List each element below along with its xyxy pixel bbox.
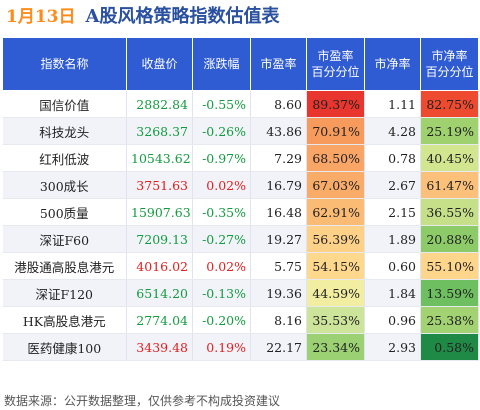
title-date: 1月13日 <box>6 7 76 27</box>
pb-cell: 0.78 <box>364 144 421 172</box>
change-cell: -0.26% <box>192 117 251 145</box>
header-index-name[interactable]: 指数名称 <box>2 37 127 91</box>
table-header-row: 指数名称 收盘价 涨跌幅 市盈率 市盈率 百分分位 市净率 市净率 百分分位 <box>2 37 479 91</box>
pb-percentile-cell: 25.38% <box>420 306 479 334</box>
pe-percentile-cell: 68.50% <box>306 144 365 172</box>
header-pe[interactable]: 市盈率 <box>250 37 307 91</box>
index-name-cell: 港股通高股息港元 <box>2 252 127 280</box>
index-name-cell: 500质量 <box>2 198 127 226</box>
pe-percentile-cell: 67.03% <box>306 171 365 199</box>
close-price-cell: 6514.20 <box>126 279 193 307</box>
index-name-cell: 红利低波 <box>2 144 127 172</box>
pe-cell: 8.16 <box>250 306 307 334</box>
header-pb-percentile[interactable]: 市净率 百分分位 <box>420 37 479 91</box>
close-price-cell: 2774.04 <box>126 306 193 334</box>
change-cell: -0.20% <box>192 306 251 334</box>
table-row[interactable]: 300成长 3751.63 0.02% 16.79 67.03% 2.67 61.47% <box>2 171 479 199</box>
index-name-cell: 国信价值 <box>2 90 127 118</box>
table-row[interactable]: 500质量 15907.63 -0.35% 16.48 62.91% 2.15 36.55% <box>2 198 479 226</box>
table-row[interactable]: 国信价值 2882.84 -0.55% 8.60 89.37% 1.11 82.75% <box>2 90 479 118</box>
close-price-cell: 10543.62 <box>126 144 193 172</box>
close-price-cell: 7209.13 <box>126 225 193 253</box>
pe-cell: 5.75 <box>250 252 307 280</box>
pb-percentile-cell: 0.58% <box>420 333 479 361</box>
pb-cell: 2.15 <box>364 198 421 226</box>
pb-percentile-cell: 20.88% <box>420 225 479 253</box>
close-price-cell: 3268.37 <box>126 117 193 145</box>
pe-percentile-cell: 44.59% <box>306 279 365 307</box>
index-name-cell: HK高股息港元 <box>2 306 127 334</box>
pb-percentile-cell: 55.10% <box>420 252 479 280</box>
change-cell: -0.27% <box>192 225 251 253</box>
close-price-cell: 3751.63 <box>126 171 193 199</box>
close-price-cell: 2882.84 <box>126 90 193 118</box>
pe-cell: 16.48 <box>250 198 307 226</box>
pb-cell: 1.11 <box>364 90 421 118</box>
close-price-cell: 4016.02 <box>126 252 193 280</box>
header-pb[interactable]: 市净率 <box>364 37 421 91</box>
pe-percentile-cell: 54.15% <box>306 252 365 280</box>
close-price-cell: 15907.63 <box>126 198 193 226</box>
pb-percentile-cell: 82.75% <box>420 90 479 118</box>
pe-cell: 16.79 <box>250 171 307 199</box>
pe-cell: 22.17 <box>250 333 307 361</box>
index-name-cell: 医药健康100 <box>2 333 127 361</box>
pe-cell: 8.60 <box>250 90 307 118</box>
table-row[interactable]: 港股通高股息港元 4016.02 0.02% 5.75 54.15% 0.60 55.10% <box>2 252 479 280</box>
title-bar: 1月13日 A股风格策略指数估值表 <box>6 2 279 32</box>
pe-percentile-cell: 62.91% <box>306 198 365 226</box>
change-cell: -0.13% <box>192 279 251 307</box>
pe-percentile-cell: 35.53% <box>306 306 365 334</box>
valuation-table: 指数名称 收盘价 涨跌幅 市盈率 市盈率 百分分位 市净率 市净率 百分分位 国… <box>2 37 479 361</box>
pb-cell: 1.84 <box>364 279 421 307</box>
pb-cell: 0.96 <box>364 306 421 334</box>
pb-cell: 2.93 <box>364 333 421 361</box>
table-row[interactable]: 红利低波 10543.62 -0.97% 7.29 68.50% 0.78 40.45% <box>2 144 479 172</box>
header-change[interactable]: 涨跌幅 <box>192 37 251 91</box>
index-name-cell: 科技龙头 <box>2 117 127 145</box>
change-cell: -0.97% <box>192 144 251 172</box>
table-row[interactable]: 医药健康100 3439.48 0.19% 22.17 23.34% 2.93 0.58% <box>2 333 479 361</box>
pe-cell: 19.27 <box>250 225 307 253</box>
pb-cell: 1.89 <box>364 225 421 253</box>
header-close[interactable]: 收盘价 <box>126 37 193 91</box>
change-cell: 0.02% <box>192 171 251 199</box>
pe-percentile-cell: 23.34% <box>306 333 365 361</box>
pe-percentile-cell: 56.39% <box>306 225 365 253</box>
close-price-cell: 3439.48 <box>126 333 193 361</box>
table-row[interactable]: 科技龙头 3268.37 -0.26% 43.86 70.91% 4.28 25.19% <box>2 117 479 145</box>
index-name-cell: 300成长 <box>2 171 127 199</box>
page-title: A股风格策略指数估值表 <box>85 6 280 27</box>
change-cell: -0.35% <box>192 198 251 226</box>
header-pe-percentile[interactable]: 市盈率 百分分位 <box>306 37 365 91</box>
table-row[interactable]: 深证F120 6514.20 -0.13% 19.36 44.59% 1.84 13.59% <box>2 279 479 307</box>
source-note: 数据来源：公开数据整理，仅供参考不构成投资建议 <box>4 394 281 408</box>
pb-cell: 4.28 <box>364 117 421 145</box>
pb-percentile-cell: 13.59% <box>420 279 479 307</box>
pb-cell: 0.60 <box>364 252 421 280</box>
table-row[interactable]: 深证F60 7209.13 -0.27% 19.27 56.39% 1.89 20.88% <box>2 225 479 253</box>
pb-percentile-cell: 40.45% <box>420 144 479 172</box>
pe-cell: 43.86 <box>250 117 307 145</box>
index-name-cell: 深证F120 <box>2 279 127 307</box>
change-cell: 0.19% <box>192 333 251 361</box>
index-name-cell: 深证F60 <box>2 225 127 253</box>
change-cell: 0.02% <box>192 252 251 280</box>
pe-cell: 19.36 <box>250 279 307 307</box>
pe-percentile-cell: 70.91% <box>306 117 365 145</box>
pb-percentile-cell: 25.19% <box>420 117 479 145</box>
change-cell: -0.55% <box>192 90 251 118</box>
pb-cell: 2.67 <box>364 171 421 199</box>
pb-percentile-cell: 61.47% <box>420 171 479 199</box>
pb-percentile-cell: 36.55% <box>420 198 479 226</box>
table-row[interactable]: HK高股息港元 2774.04 -0.20% 8.16 35.53% 0.96 25.38% <box>2 306 479 334</box>
pe-cell: 7.29 <box>250 144 307 172</box>
pe-percentile-cell: 89.37% <box>306 90 365 118</box>
